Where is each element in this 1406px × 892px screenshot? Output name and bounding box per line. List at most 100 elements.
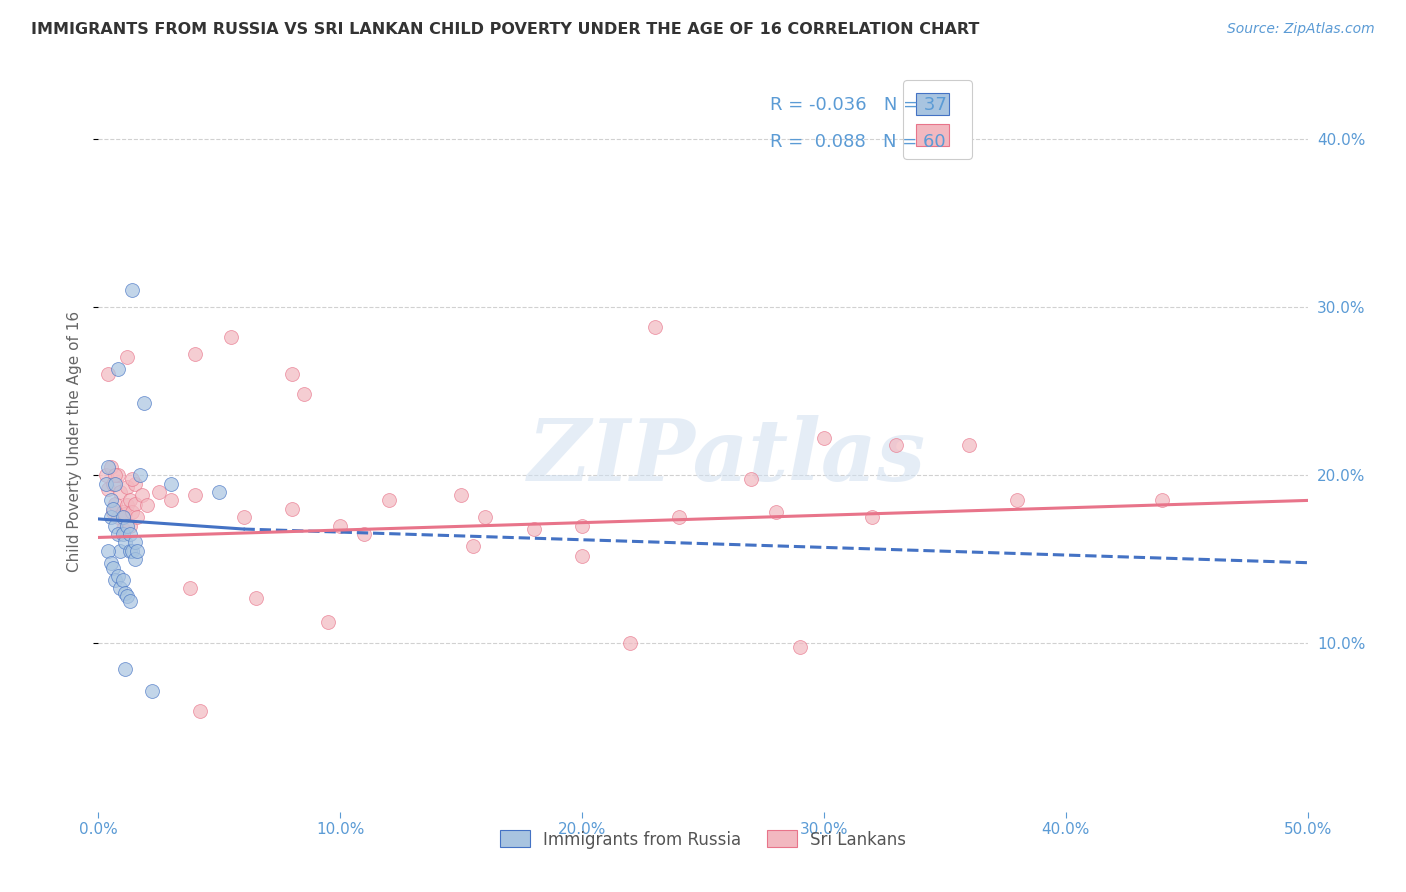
Point [97, 459, 120, 474]
Point [740, 471, 762, 485]
Point [329, 518, 352, 533]
Point [644, 320, 666, 334]
Point [765, 505, 787, 519]
Point [111, 522, 134, 536]
Point [114, 507, 136, 521]
Point [377, 493, 399, 508]
Point [97, 544, 120, 558]
Point [117, 480, 139, 494]
Y-axis label: Child Poverty Under the Age of 16: Child Poverty Under the Age of 16 [67, 311, 83, 572]
Point [118, 594, 141, 608]
Point [111, 527, 134, 541]
Point [886, 438, 908, 452]
Point [117, 499, 139, 513]
Point [121, 544, 143, 558]
Point [108, 581, 131, 595]
Point [292, 387, 315, 401]
Point [160, 476, 183, 491]
Point [118, 493, 141, 508]
Point [571, 549, 593, 563]
Point [221, 330, 243, 344]
Text: R = -0.036   N = 37: R = -0.036 N = 37 [769, 95, 946, 113]
Point [121, 283, 143, 297]
Point [141, 683, 163, 698]
Point [281, 368, 304, 382]
Point [108, 544, 131, 558]
Point [184, 488, 207, 502]
Point [107, 510, 129, 524]
Point [245, 591, 267, 605]
Point [104, 518, 127, 533]
Point [148, 485, 170, 500]
Point [100, 556, 122, 570]
Point [124, 476, 146, 491]
Point [474, 510, 496, 524]
Point [127, 544, 149, 558]
Point [97, 368, 120, 382]
Point [668, 510, 690, 524]
Point [571, 518, 593, 533]
Point [107, 569, 129, 583]
Point [114, 586, 136, 600]
Point [108, 485, 131, 500]
Point [111, 505, 134, 519]
Legend: Immigrants from Russia, Sri Lankans: Immigrants from Russia, Sri Lankans [494, 823, 912, 855]
Point [1152, 493, 1174, 508]
Point [184, 347, 207, 361]
Point [316, 615, 339, 629]
Point [104, 468, 127, 483]
Text: IMMIGRANTS FROM RUSSIA VS SRI LANKAN CHILD POVERTY UNDER THE AGE OF 16 CORRELATI: IMMIGRANTS FROM RUSSIA VS SRI LANKAN CHI… [31, 22, 980, 37]
Point [813, 431, 835, 445]
Point [124, 552, 146, 566]
Point [134, 396, 156, 410]
Point [353, 527, 375, 541]
Point [232, 510, 254, 524]
Point [97, 482, 120, 496]
Point [523, 522, 546, 536]
Point [450, 488, 472, 502]
Text: ZIPatlas: ZIPatlas [529, 415, 927, 498]
Point [101, 560, 124, 574]
Point [104, 497, 127, 511]
Point [101, 476, 124, 491]
Point [121, 505, 143, 519]
Point [957, 438, 980, 452]
Point [127, 510, 149, 524]
Point [107, 527, 129, 541]
Point [619, 636, 641, 650]
Point [121, 471, 143, 485]
Point [124, 497, 146, 511]
Point [104, 573, 127, 587]
Point [117, 351, 139, 365]
Point [100, 459, 122, 474]
Point [128, 468, 150, 483]
Point [160, 493, 183, 508]
Point [107, 362, 129, 376]
Point [100, 510, 122, 524]
Point [94, 476, 117, 491]
Point [135, 499, 157, 513]
Point [208, 485, 231, 500]
Point [188, 704, 211, 718]
Point [101, 505, 124, 519]
Point [281, 501, 304, 516]
Point [463, 539, 485, 553]
Point [118, 544, 141, 558]
Point [94, 468, 117, 483]
Point [118, 527, 141, 541]
Point [114, 535, 136, 549]
Point [111, 573, 134, 587]
Point [107, 468, 129, 483]
Text: Source: ZipAtlas.com: Source: ZipAtlas.com [1227, 22, 1375, 37]
Point [104, 476, 127, 491]
Point [789, 640, 811, 654]
Point [1007, 493, 1029, 508]
Point [131, 488, 153, 502]
Point [179, 581, 201, 595]
Text: R =  0.088   N = 60: R = 0.088 N = 60 [769, 133, 945, 151]
Point [118, 518, 141, 533]
Point [860, 510, 883, 524]
Point [100, 493, 122, 508]
Point [117, 518, 139, 533]
Point [117, 590, 139, 604]
